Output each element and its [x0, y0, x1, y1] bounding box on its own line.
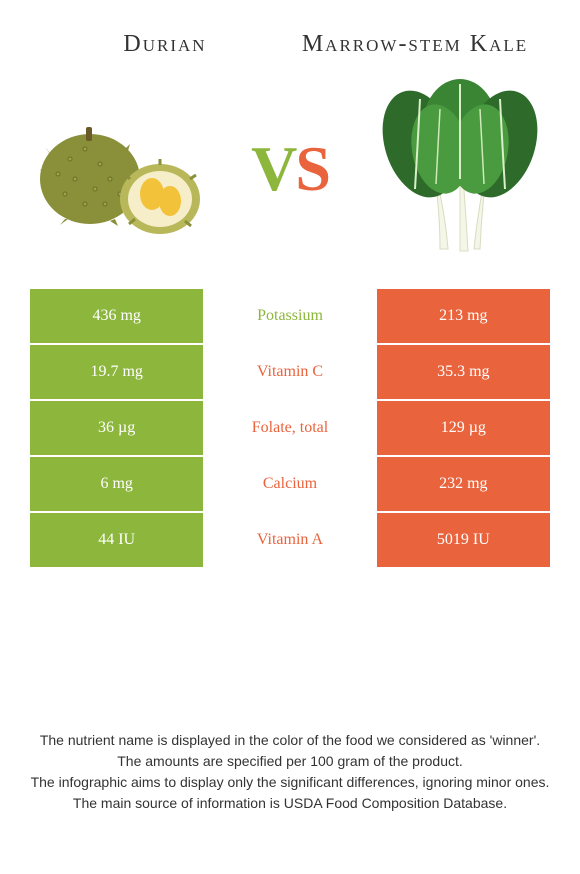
vs-label: VS — [251, 132, 329, 206]
vs-v: V — [251, 133, 295, 204]
nutrient-name-cell: Vitamin A — [203, 513, 376, 567]
footer-line-1: The nutrient name is displayed in the co… — [20, 730, 560, 751]
left-value-cell: 436 mg — [30, 289, 203, 343]
right-value-cell: 5019 IU — [377, 513, 550, 567]
right-food-title: Marrow-stem Kale — [290, 30, 540, 59]
durian-image — [30, 79, 210, 259]
right-value-cell: 232 mg — [377, 457, 550, 511]
footer-notes: The nutrient name is displayed in the co… — [20, 730, 560, 814]
nutrient-name-cell: Folate, total — [203, 401, 376, 455]
nutrient-name-cell: Potassium — [203, 289, 376, 343]
right-value-cell: 35.3 mg — [377, 345, 550, 399]
left-value-cell: 36 µg — [30, 401, 203, 455]
left-value-cell: 44 IU — [30, 513, 203, 567]
table-row: 6 mgCalcium232 mg — [30, 457, 550, 511]
nutrient-name-cell: Calcium — [203, 457, 376, 511]
table-row: 44 IUVitamin A5019 IU — [30, 513, 550, 567]
right-value-cell: 129 µg — [377, 401, 550, 455]
nutrient-table: 436 mgPotassium213 mg19.7 mgVitamin C35.… — [30, 289, 550, 567]
kale-image — [370, 79, 550, 259]
images-row: VS — [0, 69, 580, 289]
table-row: 19.7 mgVitamin C35.3 mg — [30, 345, 550, 399]
left-value-cell: 19.7 mg — [30, 345, 203, 399]
header: Durian Marrow-stem Kale — [0, 0, 580, 69]
nutrient-name-cell: Vitamin C — [203, 345, 376, 399]
right-value-cell: 213 mg — [377, 289, 550, 343]
table-row: 36 µgFolate, total129 µg — [30, 401, 550, 455]
footer-line-3: The infographic aims to display only the… — [20, 772, 560, 793]
table-row: 436 mgPotassium213 mg — [30, 289, 550, 343]
left-value-cell: 6 mg — [30, 457, 203, 511]
left-food-title: Durian — [40, 30, 290, 59]
footer-line-2: The amounts are specified per 100 gram o… — [20, 751, 560, 772]
vs-s: S — [295, 133, 329, 204]
footer-line-4: The main source of information is USDA F… — [20, 793, 560, 814]
